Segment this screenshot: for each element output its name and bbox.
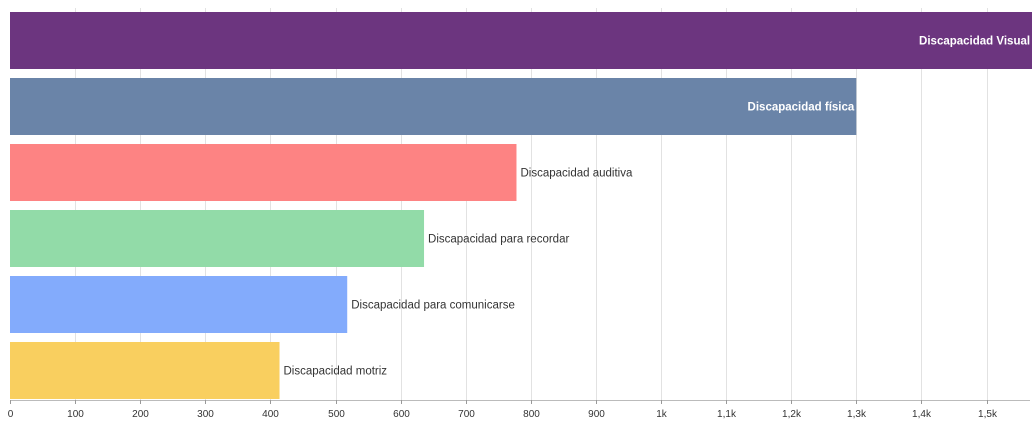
x-tick-label: 500 xyxy=(328,409,345,420)
bar-label: Discapacidad auditiva xyxy=(520,168,632,180)
bar[interactable] xyxy=(10,144,517,201)
x-tick-label: 1,1k xyxy=(717,409,737,420)
x-tick-label: 1,2k xyxy=(782,409,802,420)
x-tick-label: 1,5k xyxy=(978,409,998,420)
x-tick-label: 600 xyxy=(393,409,410,420)
x-tick-label: 1k xyxy=(656,409,668,420)
bar[interactable] xyxy=(10,210,425,267)
bar-label: Discapacidad motriz xyxy=(284,366,388,378)
x-tick-label: 700 xyxy=(458,409,475,420)
grid-lines xyxy=(75,8,988,400)
x-tick-label: 100 xyxy=(67,409,84,420)
x-tick-label: 200 xyxy=(132,409,149,420)
bar[interactable] xyxy=(10,78,857,135)
bar[interactable] xyxy=(10,276,348,333)
bar-labels: Discapacidad Visual Discapacidad física Di… xyxy=(284,36,1031,378)
bar[interactable] xyxy=(10,12,1032,69)
bar[interactable] xyxy=(10,342,280,399)
x-tick-label: 1,4k xyxy=(912,409,932,420)
x-tick-label: 800 xyxy=(523,409,540,420)
bar-label: Discapacidad para recordar xyxy=(428,234,569,246)
x-tick-label: 300 xyxy=(197,409,214,420)
x-tick-label: 400 xyxy=(262,409,279,420)
x-tick-label: 0 xyxy=(8,409,14,420)
bar-label: Discapacidad Visual xyxy=(919,36,1030,48)
x-tick-label: 900 xyxy=(588,409,605,420)
bars xyxy=(10,12,1032,399)
bar-label: Discapacidad física xyxy=(748,102,855,114)
x-axis: 0 100 200 300 400 500 600 700 800 900 1k 1,1k 1,2k 1,… xyxy=(8,400,1030,420)
x-tick-label: 1,3k xyxy=(847,409,867,420)
bar-label: Discapacidad para comunicarse xyxy=(351,300,515,312)
